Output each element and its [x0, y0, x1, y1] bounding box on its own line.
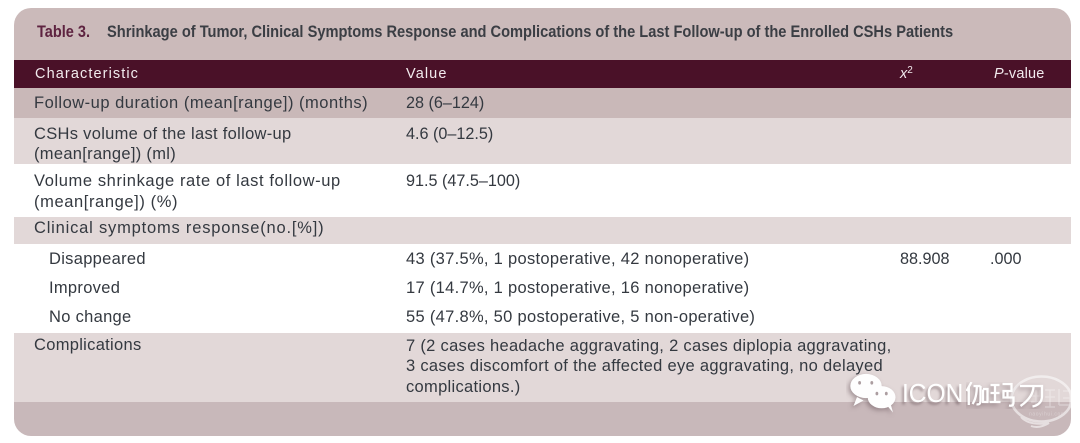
svg-text:naoyihui.com: naoyihui.com — [1029, 412, 1066, 418]
